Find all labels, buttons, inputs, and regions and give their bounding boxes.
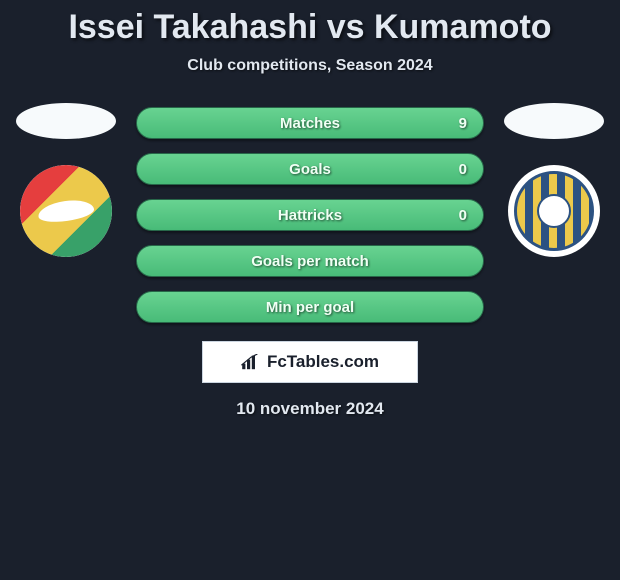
page-title: Issei Takahashi vs Kumamoto	[68, 8, 551, 47]
bar-chart-icon	[241, 354, 261, 370]
stat-label: Goals per match	[251, 253, 369, 270]
stat-label: Hattricks	[278, 207, 342, 224]
stat-label: Goals	[289, 161, 331, 178]
stat-row-goals-per-match: Goals per match	[136, 245, 484, 277]
brand-badge: FcTables.com	[202, 341, 418, 383]
page-subtitle: Club competitions, Season 2024	[187, 57, 432, 75]
date-text: 10 november 2024	[236, 399, 383, 419]
stat-value: 9	[459, 115, 467, 132]
player-right-avatar	[504, 103, 604, 139]
stat-label: Matches	[280, 115, 340, 132]
club-badge-left-graphic	[20, 165, 112, 257]
player-right-club-badge	[508, 165, 600, 257]
stats-column: Matches 9 Goals 0 Hattricks 0 Goals per …	[136, 103, 484, 323]
stat-row-matches: Matches 9	[136, 107, 484, 139]
stat-label: Min per goal	[266, 299, 354, 316]
stat-row-hattricks: Hattricks 0	[136, 199, 484, 231]
stat-row-min-per-goal: Min per goal	[136, 291, 484, 323]
comparison-row: Matches 9 Goals 0 Hattricks 0 Goals per …	[0, 103, 620, 323]
player-left-avatar	[16, 103, 116, 139]
player-left-column	[16, 103, 116, 257]
club-badge-right-graphic	[514, 171, 594, 251]
stat-value: 0	[459, 161, 467, 178]
stat-value: 0	[459, 207, 467, 224]
brand-text: FcTables.com	[267, 352, 379, 372]
player-right-column	[504, 103, 604, 257]
stat-row-goals: Goals 0	[136, 153, 484, 185]
player-left-club-badge	[20, 165, 112, 257]
